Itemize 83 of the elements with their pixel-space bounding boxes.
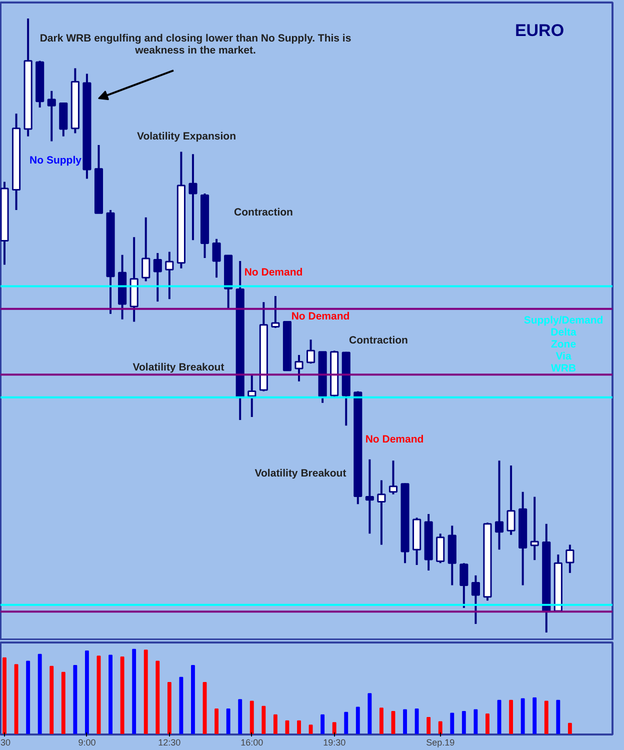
candlestick <box>471 574 480 625</box>
bar <box>84 650 89 734</box>
candlestick <box>377 479 386 546</box>
annotation: Volatility Breakout <box>132 362 225 374</box>
candlestick <box>47 90 56 142</box>
bar <box>262 706 266 734</box>
bar <box>426 716 431 734</box>
candlestick <box>165 250 174 300</box>
bar <box>273 714 278 734</box>
x-tick-label: 16:00 <box>240 738 264 748</box>
bar <box>144 650 148 734</box>
bar <box>368 693 372 734</box>
bar <box>167 682 172 734</box>
candlestick <box>188 153 198 242</box>
candlestick <box>306 338 316 365</box>
candlestick <box>436 532 445 564</box>
annotation: No Supply <box>30 154 82 166</box>
annotation: No Demand <box>291 310 350 322</box>
candlestick <box>153 252 162 303</box>
candlestick <box>530 496 539 562</box>
bar <box>73 665 78 734</box>
bar <box>379 708 384 734</box>
candlestick <box>460 562 468 609</box>
candlestick <box>365 458 374 535</box>
x-tick-label: 12:30 <box>158 738 181 748</box>
chart-title: EURO <box>514 21 564 40</box>
bar <box>356 706 360 734</box>
bar <box>120 656 124 734</box>
annotation: Volatility Breakout <box>254 468 347 480</box>
bar <box>450 712 454 734</box>
bar <box>462 711 466 734</box>
bar <box>438 721 442 734</box>
annotation: Volatility Expansion <box>137 130 236 142</box>
bar <box>26 660 30 734</box>
candlestick <box>142 216 150 282</box>
candlestick <box>294 354 304 382</box>
bar <box>238 699 242 734</box>
candlestick <box>494 460 504 551</box>
bar <box>214 708 219 734</box>
bar <box>179 676 184 734</box>
bar <box>556 700 560 734</box>
annotation: Dark WRB engulfing and closing lower than No Supply. This is weakness in the market. <box>40 32 352 56</box>
bar <box>250 700 254 734</box>
candlestick <box>506 464 516 536</box>
bar <box>2 657 6 734</box>
x-tick-label: 9:00 <box>78 738 96 748</box>
bar <box>108 654 112 734</box>
x-tick-label: 19:30 <box>323 738 346 748</box>
candlestick <box>388 460 398 496</box>
bar <box>320 714 325 734</box>
bar <box>403 709 407 734</box>
x-tick-label: Sep.19 <box>426 738 455 748</box>
bar <box>132 648 136 734</box>
bar <box>486 714 490 734</box>
x-tick-label: 30 <box>0 738 11 748</box>
annotation: No Demand <box>365 434 424 446</box>
annotation: Supply/Demand Delta Zone Via WRB <box>524 314 604 374</box>
bar <box>191 665 195 734</box>
bar <box>38 654 42 734</box>
bar <box>544 700 548 734</box>
annotation: Contraction <box>234 206 293 218</box>
bar <box>61 672 66 734</box>
annotation: No Demand <box>244 266 303 278</box>
bar <box>308 724 313 734</box>
bar <box>414 708 419 734</box>
annotation: Contraction <box>349 334 408 346</box>
candlestick <box>248 374 256 418</box>
bar <box>474 709 478 734</box>
bar <box>532 697 537 734</box>
bar <box>297 720 301 734</box>
candlestick <box>212 238 221 279</box>
bar <box>50 666 54 734</box>
bar <box>520 698 525 734</box>
candlestick <box>566 544 574 574</box>
bar <box>226 708 230 734</box>
candlestick <box>271 295 280 329</box>
bar <box>156 660 160 734</box>
bar <box>14 664 18 734</box>
bar <box>509 700 514 734</box>
bar <box>285 720 290 734</box>
bar <box>568 722 572 734</box>
bar <box>332 722 336 734</box>
bar <box>344 712 348 734</box>
